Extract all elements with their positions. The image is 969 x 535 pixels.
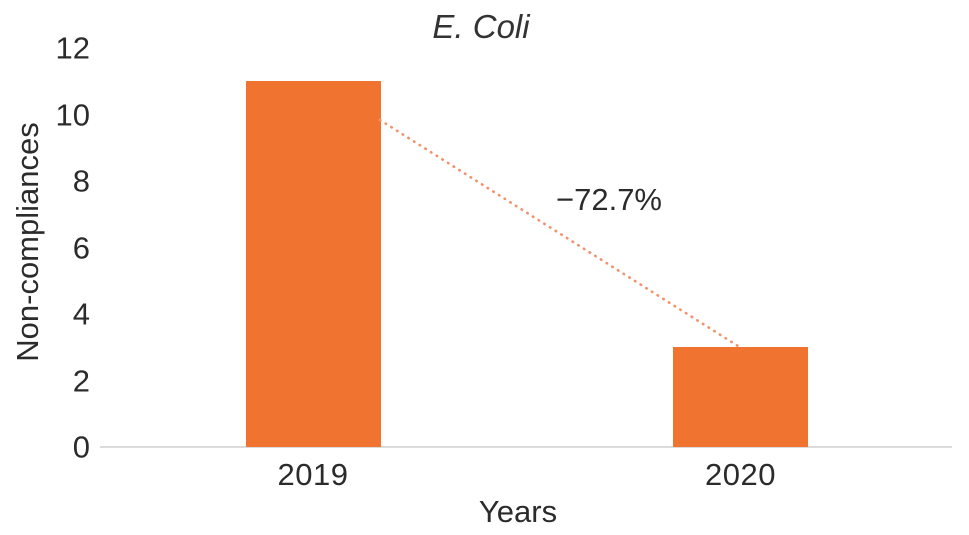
y-tick-label: 2: [72, 363, 90, 398]
chart-title: E. Coli: [432, 8, 530, 45]
y-tick-label: 6: [72, 230, 90, 265]
x-axis-line: [100, 446, 952, 448]
bar-2020: [673, 347, 808, 447]
bar-2019: [245, 81, 381, 447]
y-tick-label: 8: [72, 163, 90, 199]
x-axis-title: Years: [478, 494, 558, 529]
y-tick-label: 0: [72, 429, 90, 465]
x-tick-label: 2020: [705, 457, 776, 492]
percent-change-annotation: −72.7%: [555, 182, 663, 217]
y-tick-label: 4: [72, 296, 90, 332]
y-tick-label: 10: [55, 97, 90, 132]
x-tick-label: 2019: [277, 457, 349, 492]
y-axis-title: Non-compliances: [10, 122, 45, 362]
y-tick-label: 12: [55, 30, 90, 66]
